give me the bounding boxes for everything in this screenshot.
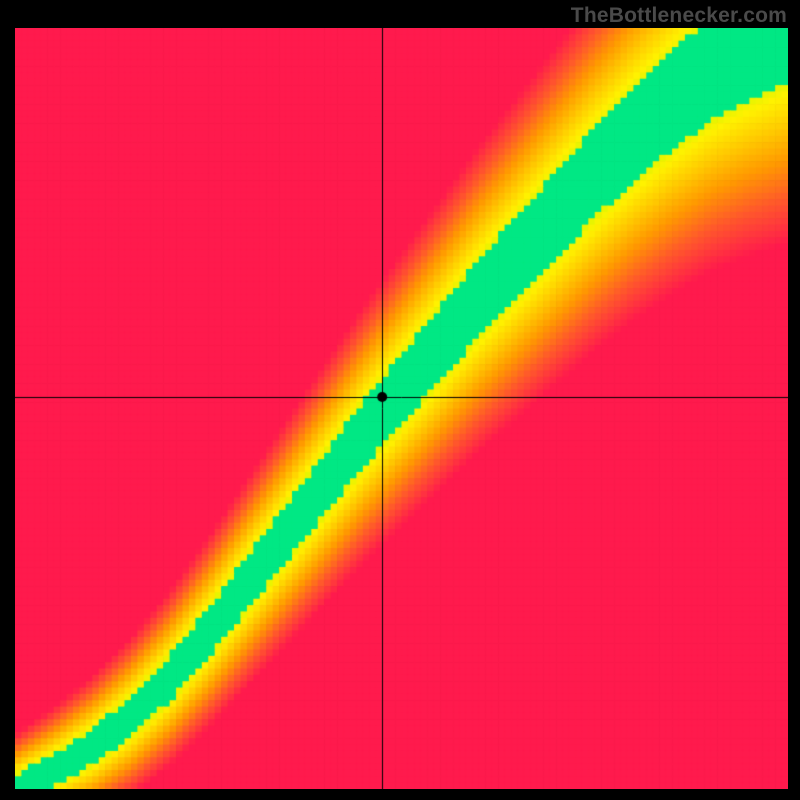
chart-stage: TheBottlenecker.com [0,0,800,800]
watermark-text: TheBottlenecker.com [571,4,787,28]
heatmap-canvas [15,28,788,789]
heatmap-container [15,28,788,789]
